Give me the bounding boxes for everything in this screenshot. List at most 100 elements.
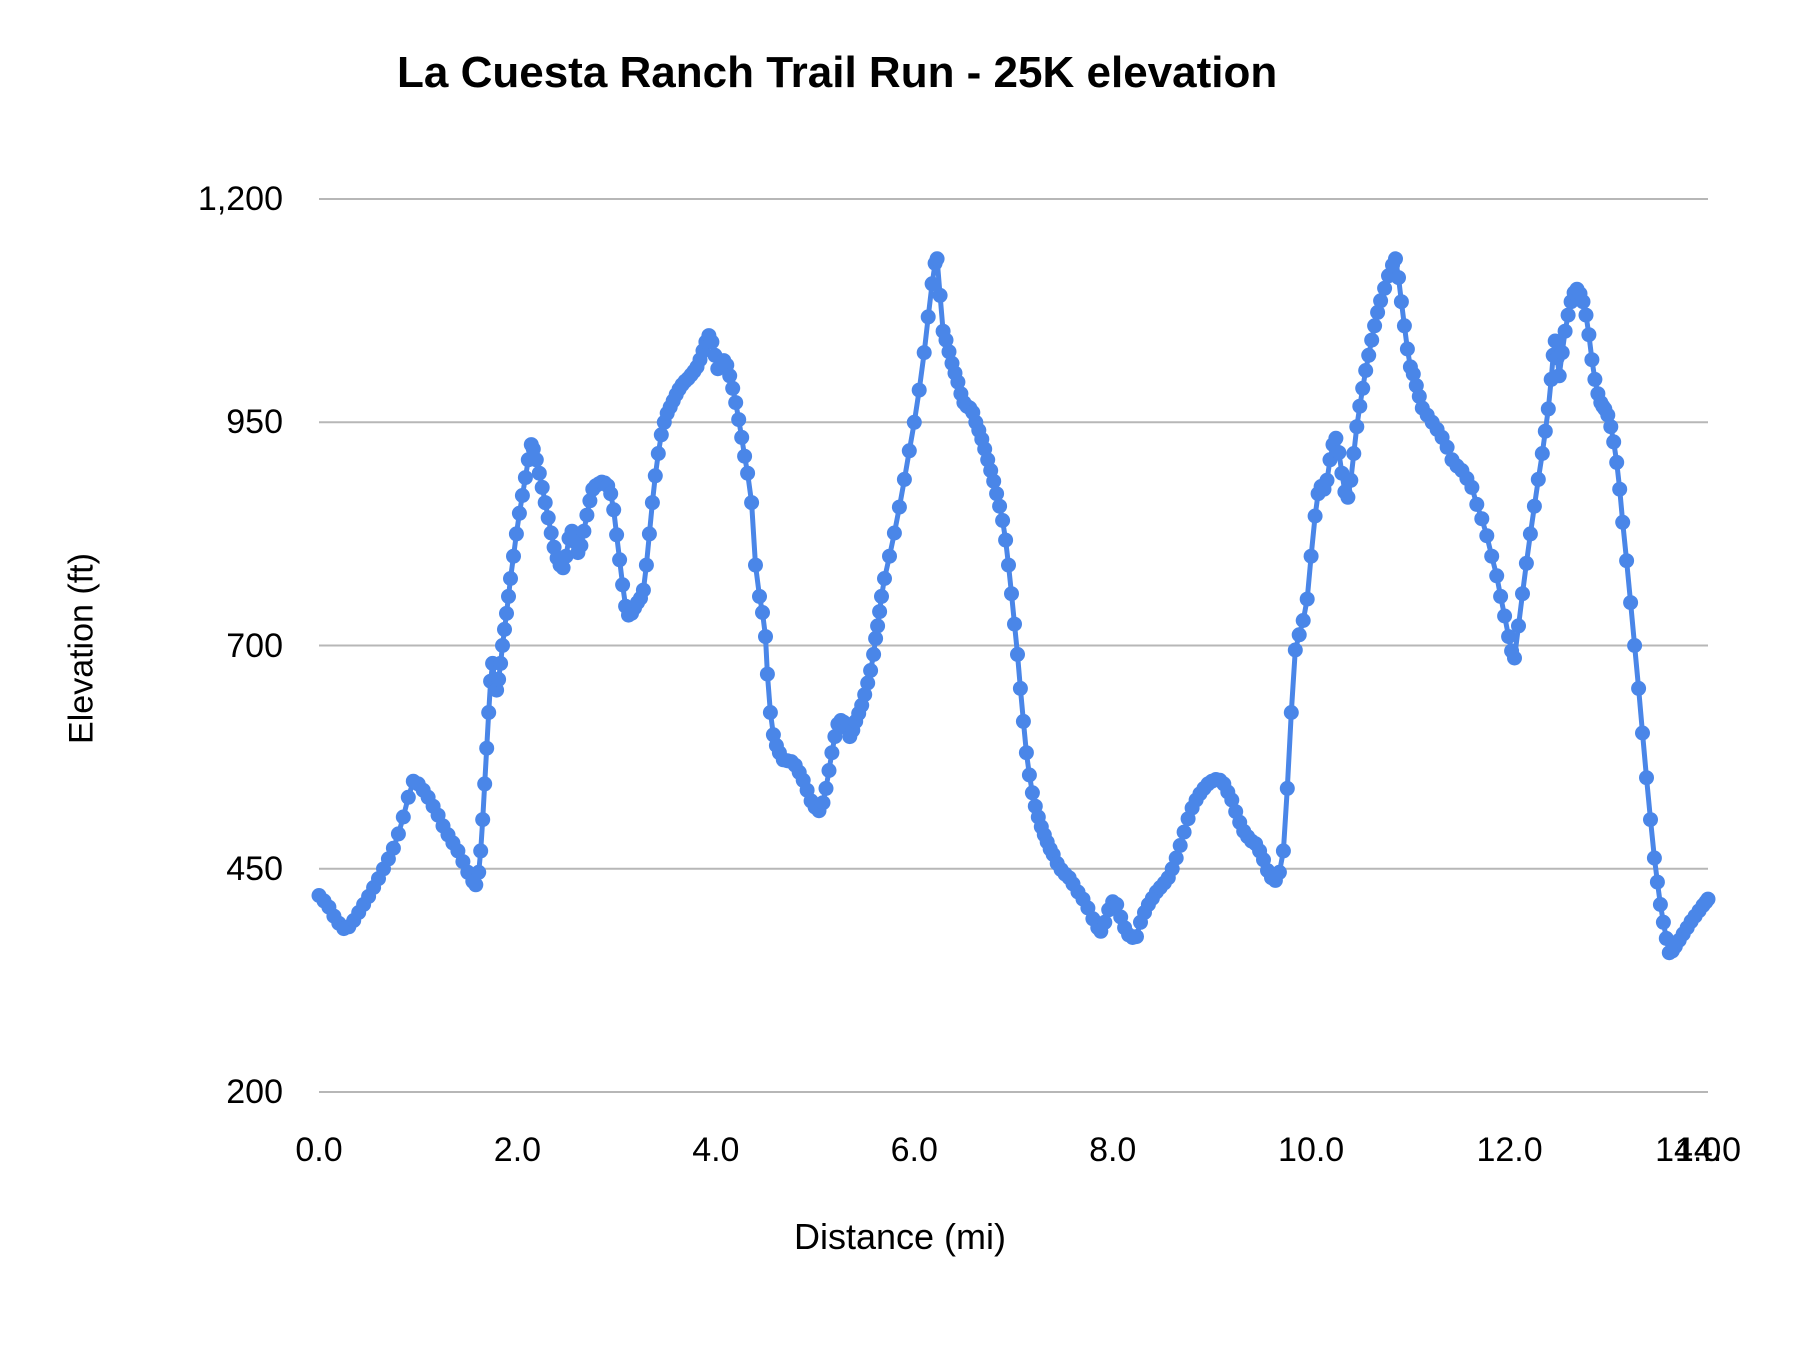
data-point <box>558 548 574 564</box>
data-point <box>514 488 530 503</box>
data-point <box>872 604 888 620</box>
data-point <box>704 334 720 350</box>
data-point <box>473 843 489 859</box>
data-point <box>752 588 767 604</box>
data-point <box>758 629 773 645</box>
data-point <box>1364 332 1380 348</box>
data-point <box>576 523 592 539</box>
data-point <box>1497 608 1513 624</box>
data-point <box>1603 419 1619 435</box>
data-point <box>501 588 516 604</box>
data-point <box>1515 586 1530 602</box>
data-point <box>1469 496 1485 512</box>
data-point <box>1518 555 1534 571</box>
data-point <box>635 582 651 598</box>
data-point <box>989 486 1005 502</box>
data-point <box>924 276 940 292</box>
x-tick-label: 4.0 <box>692 1131 740 1169</box>
data-point <box>1007 616 1022 632</box>
data-point <box>477 776 493 792</box>
data-point <box>1547 333 1563 349</box>
data-point <box>1391 270 1406 286</box>
data-point <box>911 382 927 398</box>
data-point <box>573 538 589 553</box>
data-point <box>728 395 744 411</box>
data-point <box>506 548 521 564</box>
data-point <box>860 675 876 691</box>
data-point <box>475 812 491 828</box>
data-point <box>874 588 889 604</box>
data-point <box>579 507 595 523</box>
data-point <box>1129 929 1144 945</box>
data-point <box>744 495 760 511</box>
data-point <box>1370 304 1386 320</box>
data-point <box>1373 293 1389 309</box>
data-point <box>748 557 763 573</box>
x-tick-label: 14.0 <box>1674 1131 1742 1169</box>
data-point <box>1172 838 1188 853</box>
data-point <box>1600 407 1616 423</box>
data-point <box>400 789 416 805</box>
data-point <box>877 571 892 586</box>
data-point <box>1001 557 1016 573</box>
data-point <box>882 548 897 564</box>
data-point <box>1352 398 1368 414</box>
data-point <box>929 251 945 267</box>
data-point <box>1024 785 1040 801</box>
data-point <box>1307 508 1323 524</box>
data-point <box>385 840 401 856</box>
data-point <box>1493 588 1509 604</box>
data-point <box>390 826 406 842</box>
data-point <box>543 525 559 541</box>
data-point <box>1367 318 1383 334</box>
data-point <box>824 745 840 761</box>
data-point <box>603 486 619 502</box>
data-point <box>1299 591 1315 607</box>
data-point <box>1464 479 1480 495</box>
x-tick-label: 2.0 <box>493 1131 542 1169</box>
data-point <box>468 877 484 893</box>
data-point <box>1540 401 1556 417</box>
data-point <box>1655 914 1671 930</box>
data-point <box>818 780 834 796</box>
data-point <box>998 532 1014 548</box>
elevation-series <box>311 251 1716 961</box>
data-point <box>1361 347 1377 363</box>
data-point <box>1537 423 1553 439</box>
data-point <box>1295 613 1311 628</box>
data-point <box>495 638 510 653</box>
x-axis-title: Distance (mi) <box>793 1216 1007 1257</box>
y-tick-label: 700 <box>226 626 283 665</box>
data-point <box>725 380 741 396</box>
data-point <box>906 414 922 430</box>
data-point <box>1331 445 1347 461</box>
data-point <box>1511 618 1526 634</box>
data-point <box>1015 713 1031 729</box>
data-point <box>1501 629 1517 645</box>
data-point <box>531 465 547 481</box>
data-point <box>555 560 571 576</box>
data-point <box>1343 472 1359 488</box>
data-point <box>653 427 669 443</box>
chart-title: La Cuesta Ranch Trail Run - 25K elevatio… <box>397 48 1278 97</box>
data-point <box>857 687 873 703</box>
data-point <box>755 605 770 620</box>
data-point <box>737 448 753 464</box>
x-tick-label: 10.0 <box>1278 1131 1345 1169</box>
data-point <box>827 729 843 745</box>
data-point <box>1646 850 1662 866</box>
data-point <box>1649 874 1665 890</box>
data-point <box>641 526 657 542</box>
data-point <box>896 471 912 487</box>
data-point <box>1615 514 1631 530</box>
data-point <box>863 663 879 678</box>
data-point <box>1176 824 1192 840</box>
data-point <box>479 740 495 756</box>
data-point <box>1340 489 1356 505</box>
data-point <box>1405 366 1421 382</box>
data-point <box>1578 307 1594 323</box>
data-point <box>1097 914 1113 930</box>
data-point <box>1522 526 1538 542</box>
data-point <box>647 468 663 484</box>
data-point <box>1355 380 1371 396</box>
